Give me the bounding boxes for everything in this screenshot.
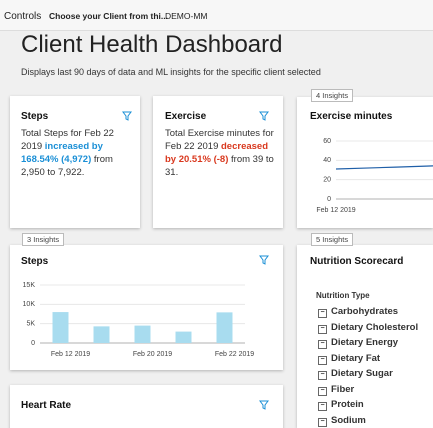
card-text: Total Steps for Feb 22 2019 increased by… — [21, 127, 133, 179]
nutrition-row[interactable]: − Carbohydrates — [318, 306, 398, 318]
steps-chart-card: Steps 0 5K 10K 15K Feb 12 2019 Feb 20 2019 Feb… — [10, 245, 283, 370]
filter-icon[interactable] — [122, 111, 132, 121]
column-header: Nutrition Type — [316, 291, 370, 300]
collapse-icon[interactable]: − — [318, 386, 327, 396]
bar — [175, 331, 192, 343]
bar — [216, 312, 233, 343]
collapse-icon[interactable]: − — [318, 355, 327, 365]
top-bar: Controls Choose your Client from thi... … — [0, 0, 433, 31]
y-tick-label: 40 — [323, 157, 331, 164]
card-title: Steps — [21, 256, 49, 267]
y-tick-label: 0 — [31, 340, 35, 347]
card-title: Heart Rate — [21, 400, 72, 411]
client-select[interactable]: DEMO-MM — [165, 11, 208, 21]
nutrition-row[interactable]: − Dietary Fat — [318, 353, 380, 365]
card-title: Nutrition Scorecard — [310, 256, 404, 267]
y-tick-label: 20 — [323, 177, 331, 184]
nutrition-type: Dietary Fat — [331, 352, 381, 364]
y-tick-label: 0 — [327, 196, 331, 203]
x-tick-label: Feb 12 2019 — [316, 207, 355, 214]
text: from 2,950 to 7,922. — [21, 154, 113, 178]
x-tick-label: Feb 22 2019 — [215, 351, 254, 358]
nutrition-type: Sodium — [331, 414, 366, 426]
y-tick-label: 5K — [26, 321, 35, 328]
insights-badge[interactable]: 4 Insights — [311, 89, 354, 102]
bar — [134, 325, 151, 343]
y-tick-label: 10K — [23, 301, 36, 308]
nutrition-row[interactable]: − Dietary Cholesterol — [318, 322, 418, 334]
nutrition-row[interactable]: − Fiber — [318, 384, 354, 396]
y-tick-label: 60 — [323, 138, 331, 145]
text: Total Steps for Feb 22 2019 — [21, 128, 114, 152]
heart-card: Heart Rate — [10, 385, 283, 428]
collapse-icon[interactable]: − — [318, 309, 327, 318]
steps-card: Steps Total Steps for Feb 22 2019 increa… — [10, 96, 140, 228]
bar — [93, 326, 110, 343]
exercise-chart: 0 20 40 60 Feb 12 2019 — [316, 138, 433, 214]
y-tick-label: 15K — [23, 282, 36, 289]
text: from 39 to 31. — [165, 154, 274, 178]
nutrition-type: Protein — [331, 399, 364, 410]
insights-badge[interactable]: 3 Insights — [22, 233, 65, 246]
filter-icon[interactable] — [259, 400, 269, 410]
nutrition-type: Carbohydrates — [331, 306, 399, 317]
card-text: Total Exercise minutes for Feb 22 2019 d… — [165, 127, 277, 179]
nutrition-type: Fiber — [331, 383, 355, 395]
exercise-card: Exercise Total Exercise minutes for Feb … — [153, 96, 283, 228]
collapse-icon[interactable]: − — [318, 324, 327, 334]
nutrition-row[interactable]: − Sodium — [318, 415, 366, 427]
nutrition-type: Dietary Sugar — [331, 368, 393, 379]
nutrition-row[interactable]: − Dietary Sugar — [318, 368, 393, 380]
nutrition-type: Dietary Energy — [331, 337, 399, 348]
controls-tab[interactable]: Controls — [4, 11, 42, 22]
highlight: decreased by 20.51% (-8) — [165, 141, 269, 165]
line — [335, 165, 433, 170]
nutrition-type: Dietary Cholesterol — [331, 321, 419, 333]
nutrition-row[interactable]: − Protein — [318, 399, 364, 411]
steps-chart: 0 5K 10K 15K Feb 12 2019 Feb 20 2019 Feb 22 20… — [23, 282, 255, 358]
x-tick-label: Feb 12 2019 — [51, 351, 90, 358]
card-title: Steps — [21, 111, 49, 122]
collapse-icon[interactable]: − — [318, 402, 327, 411]
client-label: Choose your Client from thi... — [49, 11, 169, 21]
bar — [52, 312, 69, 343]
x-tick-label: Feb 20 2019 — [133, 351, 172, 358]
exercise-chart-card: Exercise minutes 0 20 40 60 Feb 12 2019 — [297, 97, 433, 228]
highlight: increased by 168.54% (4,972) — [21, 141, 103, 165]
insights-badge[interactable]: 5 Insights — [311, 233, 354, 246]
filter-icon[interactable] — [259, 255, 269, 265]
text: Total Exercise minutes for Feb 22 2019 — [165, 128, 274, 152]
filter-icon[interactable] — [259, 111, 269, 121]
dashboard-title: Client Health Dashboard — [21, 31, 283, 58]
collapse-icon[interactable]: − — [318, 371, 327, 380]
card-title: Exercise — [165, 111, 207, 122]
nutrition-card: Nutrition Scorecard Nutrition Type − Carb… — [297, 245, 433, 428]
card-title: Exercise minutes — [310, 111, 393, 122]
dashboard-subtitle: Displays last 90 days of data and ML ins… — [21, 67, 321, 77]
collapse-icon[interactable]: − — [318, 340, 327, 349]
nutrition-row[interactable]: − Dietary Energy — [318, 337, 398, 349]
collapse-icon[interactable]: − — [318, 417, 327, 427]
